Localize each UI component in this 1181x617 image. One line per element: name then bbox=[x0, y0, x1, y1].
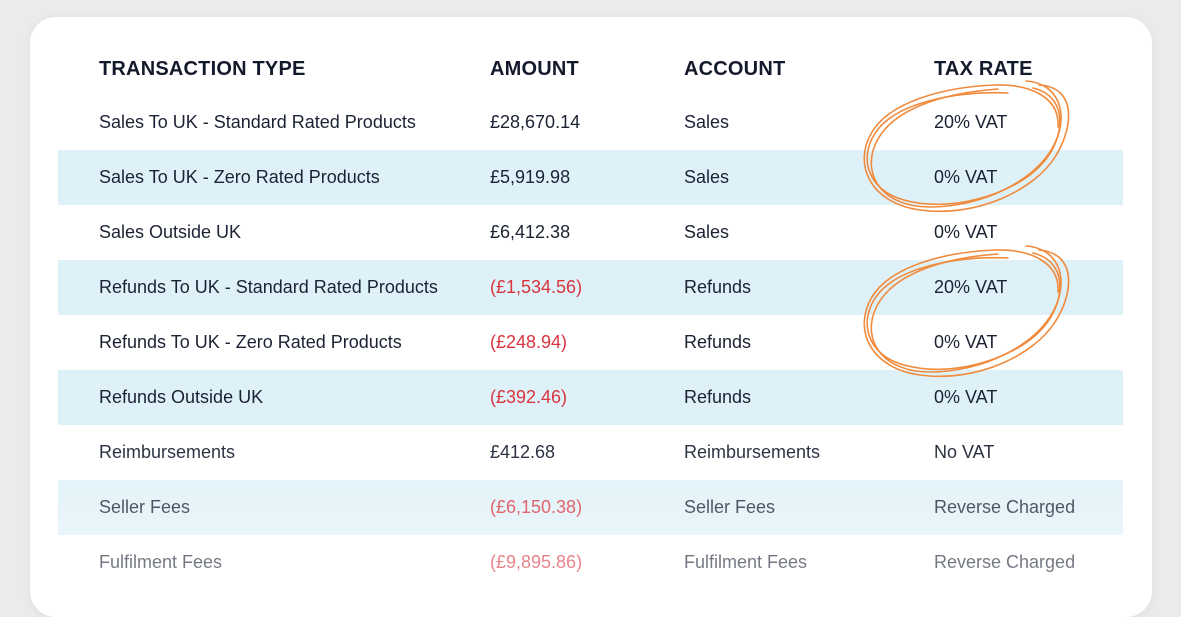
table-row[interactable]: Sales To UK - Standard Rated Products £2… bbox=[58, 95, 1123, 150]
table-row[interactable]: Refunds To UK - Zero Rated Products (£24… bbox=[58, 315, 1123, 370]
table-row[interactable]: Sales Outside UK £6,412.38 Sales 0% VAT bbox=[58, 205, 1123, 260]
account-cell: Sales bbox=[684, 222, 730, 242]
transaction-type-cell: Fulfilment Fees bbox=[99, 552, 223, 572]
table-row[interactable]: Fulfilment Fees (£9,895.86) Fulfilment F… bbox=[58, 535, 1123, 590]
table-row[interactable]: Sales To UK - Zero Rated Products £5,919… bbox=[58, 150, 1123, 205]
amount-cell: £5,919.98 bbox=[490, 167, 571, 187]
transaction-type-cell: Seller Fees bbox=[99, 497, 191, 517]
tax-rate-cell: 20% VAT bbox=[934, 277, 1008, 297]
account-cell: Refunds bbox=[684, 277, 752, 297]
transaction-type-cell: Sales To UK - Zero Rated Products bbox=[99, 167, 380, 187]
table-row[interactable]: Seller Fees (£6,150.38) Seller Fees Reve… bbox=[58, 480, 1123, 535]
table-row[interactable]: Reimbursements £412.68 Reimbursements No… bbox=[58, 425, 1123, 480]
account-cell: Refunds bbox=[684, 387, 752, 407]
account-cell: Seller Fees bbox=[684, 497, 776, 517]
tax-rate-cell: Reverse Charged bbox=[934, 552, 1076, 572]
transaction-type-cell: Refunds To UK - Standard Rated Products bbox=[99, 277, 438, 297]
amount-cell: (£9,895.86) bbox=[490, 552, 583, 572]
transaction-type-cell: Refunds To UK - Zero Rated Products bbox=[99, 332, 402, 352]
account-cell: Sales bbox=[684, 112, 730, 132]
amount-cell: (£392.46) bbox=[490, 387, 568, 407]
tax-rate-cell: 0% VAT bbox=[934, 387, 998, 407]
tax-rate-cell: 0% VAT bbox=[934, 222, 998, 242]
account-cell: Reimbursements bbox=[684, 442, 821, 462]
tax-rate-cell: 20% VAT bbox=[934, 112, 1008, 132]
header-transaction-type: TRANSACTION TYPE bbox=[99, 57, 306, 80]
amount-cell: (£6,150.38) bbox=[490, 497, 583, 517]
transactions-table: TRANSACTION TYPE AMOUNT ACCOUNT TAX RATE… bbox=[58, 43, 1123, 590]
tax-rate-cell: 0% VAT bbox=[934, 332, 998, 352]
header-amount: AMOUNT bbox=[490, 57, 579, 80]
header-account: ACCOUNT bbox=[684, 57, 786, 80]
amount-cell: £412.68 bbox=[490, 442, 556, 462]
tax-rate-cell: No VAT bbox=[934, 442, 995, 462]
amount-cell: £6,412.38 bbox=[490, 222, 571, 242]
table-header: TRANSACTION TYPE AMOUNT ACCOUNT TAX RATE bbox=[58, 43, 1123, 95]
amount-cell: (£248.94) bbox=[490, 332, 568, 352]
account-cell: Refunds bbox=[684, 332, 752, 352]
amount-cell: (£1,534.56) bbox=[490, 277, 583, 297]
transaction-type-cell: Sales Outside UK bbox=[99, 222, 242, 242]
amount-cell: £28,670.14 bbox=[490, 112, 581, 132]
table-row[interactable]: Refunds Outside UK (£392.46) Refunds 0% … bbox=[58, 370, 1123, 425]
header-tax-rate: TAX RATE bbox=[934, 57, 1033, 80]
transaction-type-cell: Reimbursements bbox=[99, 442, 236, 462]
transaction-type-cell: Refunds Outside UK bbox=[99, 387, 264, 407]
tax-rate-cell: 0% VAT bbox=[934, 167, 998, 187]
tax-rate-cell: Reverse Charged bbox=[934, 497, 1076, 517]
table-row[interactable]: Refunds To UK - Standard Rated Products … bbox=[58, 260, 1123, 315]
transactions-card: TRANSACTION TYPE AMOUNT ACCOUNT TAX RATE… bbox=[30, 17, 1152, 617]
account-cell: Sales bbox=[684, 167, 730, 187]
transaction-type-cell: Sales To UK - Standard Rated Products bbox=[99, 112, 416, 132]
account-cell: Fulfilment Fees bbox=[684, 552, 808, 572]
